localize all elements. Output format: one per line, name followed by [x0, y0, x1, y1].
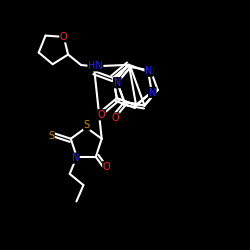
Text: O: O [103, 162, 110, 172]
Text: O: O [98, 110, 106, 120]
Text: N: N [148, 88, 156, 98]
Text: S: S [48, 131, 54, 141]
Text: N: N [72, 153, 79, 163]
Text: O: O [111, 113, 119, 123]
Text: O: O [60, 32, 68, 42]
Text: HN: HN [88, 61, 103, 71]
Text: N: N [114, 78, 121, 88]
Text: S: S [84, 120, 90, 130]
Text: N: N [145, 66, 152, 76]
Text: N: N [147, 66, 154, 76]
